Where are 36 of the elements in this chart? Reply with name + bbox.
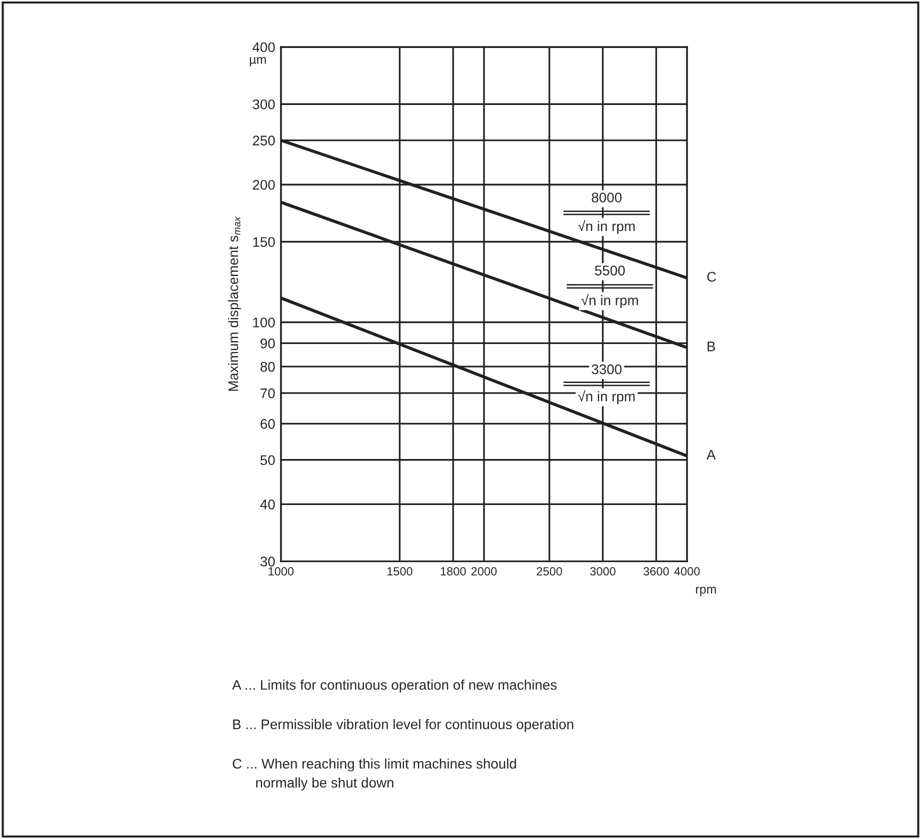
annotation: √n in rpm — [578, 390, 635, 404]
annotation: √n in rpm — [581, 294, 638, 308]
y-tick-label: 250 — [252, 136, 275, 146]
annotation: 3300 — [592, 364, 622, 374]
x-tick-label: 3600 — [644, 567, 669, 576]
y-tick-label: 60 — [260, 419, 275, 429]
annotation: √n in rpm — [578, 220, 635, 234]
y-tick-label: 400 — [252, 42, 275, 52]
x-tick-label: 4000 — [674, 567, 700, 576]
y-tick-label: 100 — [253, 318, 275, 328]
y-tick-label: 50 — [260, 455, 275, 466]
y-axis-title: Maximum displacement s$_{max}$ — [228, 216, 241, 391]
y-tick-label: 80 — [260, 362, 275, 372]
annotation: 5500 — [595, 266, 625, 276]
y-tick-label: 40 — [260, 500, 275, 510]
y-tick-label: 70 — [260, 388, 275, 398]
x-tick-label: 2000 — [471, 567, 497, 576]
x-tick-label: 2500 — [536, 567, 562, 576]
annotation: 8000 — [592, 192, 622, 202]
y-tick-label: 200 — [252, 180, 275, 190]
x-tick-label: 1000 — [268, 567, 294, 576]
x-tick-label: 3000 — [590, 567, 616, 576]
series-label: A — [706, 450, 716, 460]
x-tick-label: 1800 — [440, 567, 466, 576]
text: A ... Limits for continuous operation of new machines — [232, 680, 557, 693]
y-tick-label: 90 — [260, 338, 275, 348]
y-tick-label: 300 — [252, 99, 275, 110]
text: C ... When reaching this limit machines should normally be shut down — [232, 758, 516, 790]
y-tick-label: 30 — [260, 556, 275, 566]
series-label: C — [707, 272, 716, 282]
text: µm — [250, 57, 266, 66]
x-axis-title: rpm — [696, 586, 716, 596]
series-label: B — [708, 342, 716, 352]
x-tick-label: 1500 — [387, 567, 412, 576]
y-tick-label: 150 — [253, 237, 275, 247]
text: B ... Permissible vibration level for continuous operation — [233, 719, 574, 732]
